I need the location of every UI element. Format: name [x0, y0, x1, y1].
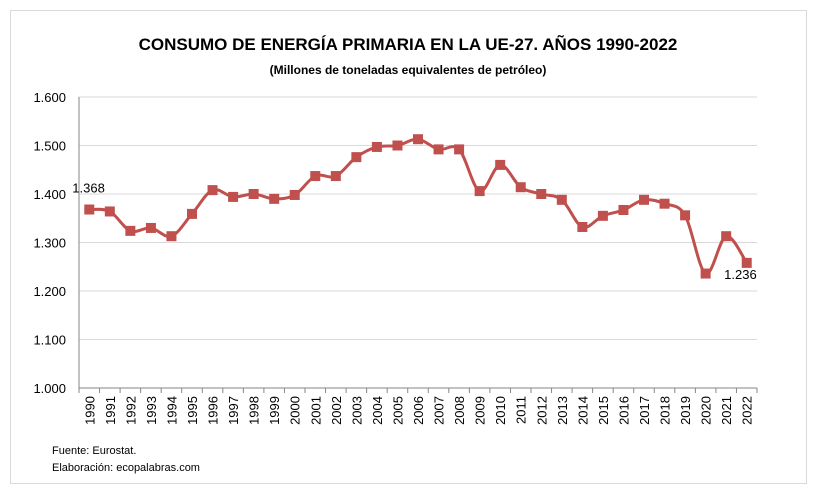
y-tick-label: 1.400 — [33, 187, 66, 202]
x-tick-label: 2006 — [411, 396, 426, 425]
data-point — [454, 144, 465, 155]
chart-border — [10, 10, 807, 484]
x-tick-label: 2004 — [370, 396, 385, 425]
data-point — [351, 152, 362, 163]
x-tick-label: 2001 — [308, 396, 323, 425]
x-tick-label: 2020 — [699, 396, 714, 425]
source-note: Fuente: Eurostat. — [52, 445, 137, 457]
data-point — [577, 221, 588, 232]
x-tick-label: 1991 — [103, 396, 118, 425]
data-point — [413, 134, 423, 145]
chart-title: CONSUMO DE ENERGÍA PRIMARIA EN LA UE-27.… — [139, 34, 678, 54]
x-tick-label: 1995 — [185, 396, 200, 425]
data-point — [741, 257, 752, 268]
x-tick-label: 2012 — [534, 396, 549, 425]
data-point — [721, 231, 732, 242]
data-label: 1.368 — [72, 181, 105, 196]
data-point — [659, 198, 670, 209]
data-point — [145, 222, 156, 233]
data-point — [474, 186, 485, 197]
x-tick-label: 1990 — [82, 396, 97, 425]
x-tick-label: 2019 — [678, 396, 693, 425]
data-point — [289, 189, 300, 200]
x-tick-label: 2011 — [514, 396, 529, 424]
data-point — [228, 191, 239, 202]
x-tick-label: 2018 — [658, 396, 673, 425]
data-point — [536, 189, 547, 199]
data-point — [187, 208, 197, 219]
x-tick-label: 2002 — [329, 396, 344, 425]
data-point — [310, 171, 321, 182]
data-point — [618, 205, 629, 216]
data-point — [639, 194, 649, 205]
x-tick-label: 2005 — [390, 396, 405, 425]
data-point — [207, 185, 218, 196]
x-tick-label: 2010 — [493, 396, 508, 425]
data-label: 1.236 — [724, 267, 757, 282]
data-point — [84, 204, 95, 215]
data-point — [125, 225, 136, 236]
x-tick-label: 2014 — [575, 396, 590, 425]
data-point — [515, 182, 526, 193]
data-point — [269, 193, 280, 204]
x-tick-label: 2017 — [637, 396, 652, 425]
data-point — [680, 210, 691, 221]
y-tick-label: 1.100 — [33, 333, 66, 348]
x-tick-label: 2013 — [555, 396, 570, 425]
x-tick-label: 2003 — [349, 396, 364, 425]
data-point — [433, 144, 444, 155]
data-point — [597, 210, 608, 221]
y-tick-label: 1.600 — [33, 90, 66, 105]
data-point — [700, 268, 711, 279]
data-point — [104, 206, 115, 217]
x-tick-label: 1994 — [164, 396, 179, 425]
data-point — [371, 141, 382, 152]
x-tick-label: 2021 — [719, 396, 734, 425]
data-point — [392, 140, 403, 151]
x-tick-label: 2022 — [740, 396, 755, 425]
x-tick-label: 1997 — [226, 396, 241, 425]
x-tick-label: 1993 — [144, 396, 159, 425]
x-tick-label: 1998 — [247, 396, 262, 425]
x-tick-label: 2009 — [473, 396, 488, 425]
data-point — [495, 159, 506, 170]
y-tick-label: 1.200 — [33, 284, 66, 299]
data-point — [330, 171, 341, 182]
data-point — [166, 231, 177, 242]
y-tick-label: 1.300 — [33, 236, 66, 251]
x-tick-label: 1996 — [206, 396, 221, 425]
y-tick-label: 1.000 — [33, 381, 66, 396]
y-tick-label: 1.500 — [33, 139, 66, 154]
x-tick-label: 2015 — [596, 396, 611, 425]
data-point — [248, 189, 259, 199]
data-point — [556, 194, 567, 205]
x-tick-label: 1999 — [267, 396, 282, 425]
x-tick-label: 2000 — [288, 396, 303, 425]
x-tick-label: 2008 — [452, 396, 467, 425]
x-tick-label: 2016 — [616, 396, 631, 425]
x-tick-label: 1992 — [123, 396, 138, 425]
x-tick-label: 2007 — [432, 396, 447, 425]
chart-subtitle: (Millones de toneladas equivalentes de p… — [270, 63, 547, 77]
credit-note: Elaboración: ecopalabras.com — [52, 462, 200, 474]
